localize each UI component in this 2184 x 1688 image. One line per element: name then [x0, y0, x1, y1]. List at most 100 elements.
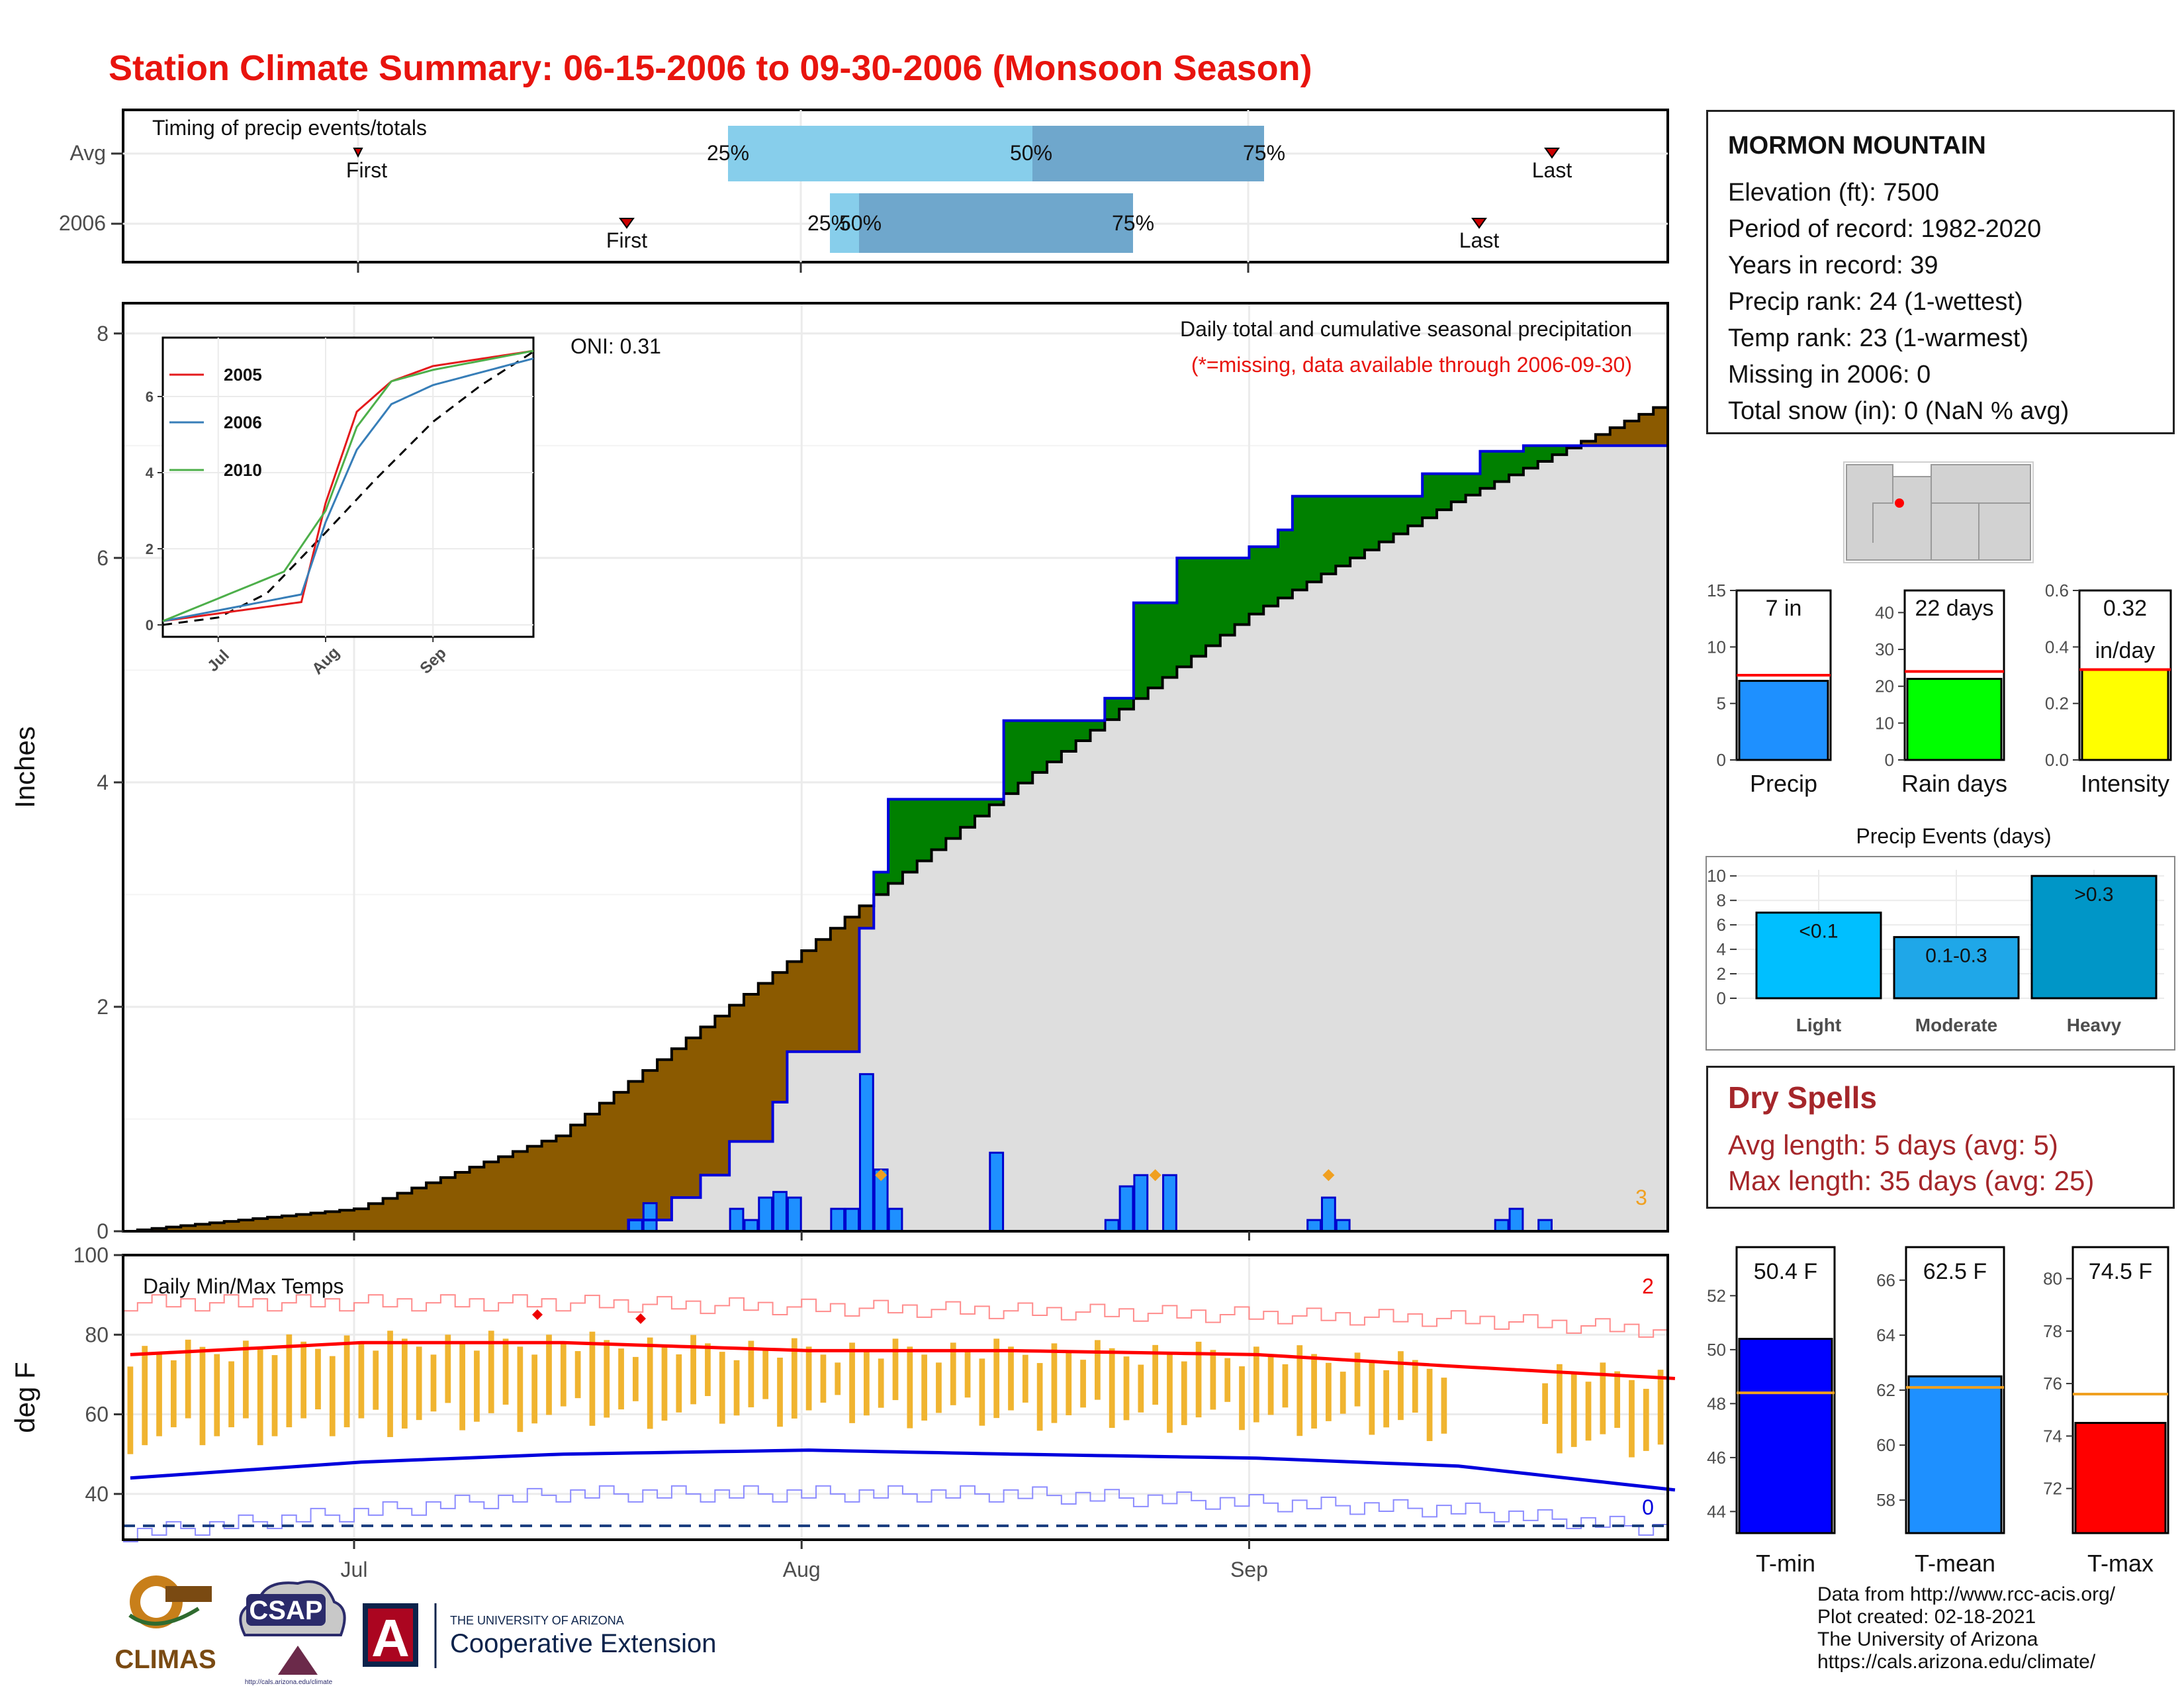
- daily-temp-bar: [777, 1357, 783, 1427]
- inset-ytick-label: 6: [146, 389, 154, 405]
- daily-temp-bar: [142, 1346, 148, 1446]
- inset-line-2010: [162, 350, 534, 622]
- daily-precip-bar: [989, 1151, 1005, 1233]
- daily-temp-bar: [546, 1335, 552, 1415]
- y2006-last-marker: [1471, 218, 1487, 229]
- daily-temp-bar: [1239, 1366, 1245, 1430]
- daily-precip-bar: [743, 1219, 759, 1233]
- daily-temp-bar: [300, 1341, 307, 1419]
- summary-ytick-label: 15: [1707, 581, 1726, 600]
- daily-temp-bar: [1557, 1364, 1563, 1454]
- temp-summary-bars: 44 46 48 50 52 50.4 F T-min 58 60 62 64 66 62.5 F T-m…: [1707, 1246, 2169, 1577]
- csap-text: CSAP: [249, 1596, 322, 1625]
- station-temp-rank: Temp rank: 23 (1-warmest): [1728, 324, 2029, 352]
- daily-precip-bar: [844, 1207, 860, 1233]
- summary-ytick-label: 0: [1717, 750, 1726, 770]
- summary-ytick-label: 0.2: [2045, 694, 2069, 714]
- avg-p25-label: 25%: [707, 141, 749, 165]
- inset-line-2005: [162, 350, 534, 622]
- daily-temp-bar: [1036, 1363, 1043, 1431]
- daily-temp-bar: [647, 1337, 653, 1429]
- temp-summary-ytick-label: 80: [2043, 1269, 2062, 1289]
- temp-summary-ytick-label: 46: [1707, 1448, 1726, 1468]
- missing-data-marker: [1149, 1169, 1161, 1182]
- avg-cumulative-line: [123, 400, 1669, 1233]
- daily-temp-bar: [1210, 1350, 1216, 1410]
- summary-bar-rain-days: 0 10 20 30 40 22 days Rain days: [1875, 589, 2007, 797]
- inset-legend-label: 2010: [224, 460, 262, 480]
- temp-ytick-label: 40: [85, 1482, 109, 1506]
- daily-temp-bar: [1614, 1371, 1621, 1429]
- daily-temp-bar: [1181, 1361, 1187, 1425]
- station-missing: Missing in 2006: 0: [1728, 361, 1931, 389]
- temp-summary-value-bar: [2074, 1422, 2167, 1534]
- daily-temp-bar: [993, 1338, 1000, 1419]
- events-category-label: Light: [1796, 1015, 1841, 1035]
- summary-bar-intensity: 0.0 0.2 0.4 0.6 0.32 in/day Intensity: [2045, 581, 2172, 797]
- daily-temp-bar: [892, 1338, 899, 1401]
- daily-temp-bar: [531, 1354, 538, 1424]
- daily-precip-bar: [786, 1196, 802, 1233]
- daily-temp-bar: [690, 1335, 696, 1405]
- credits: Data from http://www.rcc-acis.org/ Plot …: [1817, 1583, 2115, 1673]
- summary-category-label: Rain days: [1901, 770, 2007, 797]
- daily-temp-bar: [676, 1354, 682, 1413]
- daily-temp-bar: [1383, 1370, 1390, 1428]
- temp-summary-ytick-label: 74: [2043, 1426, 2062, 1446]
- summary-ytick-label: 10: [1707, 637, 1726, 657]
- credit-data-source: Data from http://www.rcc-acis.org/: [1817, 1583, 2116, 1605]
- station-precip-rank: Precip rank: 24 (1-wettest): [1728, 288, 2023, 316]
- y2006-last-label: Last: [1459, 228, 1500, 252]
- station-name: MORMON MOUNTAIN: [1728, 132, 1986, 160]
- below-both-area: [123, 445, 1668, 1232]
- daily-temp-bar: [805, 1346, 812, 1411]
- daily-temp-bar: [936, 1362, 942, 1413]
- daily-temp-bar: [820, 1354, 827, 1403]
- inset-ytick-label: 2: [146, 541, 154, 557]
- daily-temp-bar: [1138, 1364, 1144, 1413]
- y2006-p50-label: 50%: [839, 211, 882, 235]
- temp-summary-ytick-label: 50: [1707, 1340, 1726, 1360]
- daily-temp-bar: [589, 1331, 596, 1426]
- y2006-first-label: First: [606, 228, 647, 252]
- temp-summary-t-mean: 58 60 62 64 66 62.5 F T-mean: [1876, 1246, 2005, 1577]
- temp-summary-ytick-label: 64: [1876, 1325, 1895, 1345]
- daily-temp-bar: [574, 1351, 581, 1399]
- precip-ytick-label: 2: [97, 995, 109, 1019]
- summary-ytick-label: 10: [1875, 713, 1894, 733]
- precip-missing-note: (*=missing, data available through 2006-…: [1191, 353, 1632, 377]
- daily-temp-bar: [1297, 1345, 1303, 1436]
- temp-summary-category-label: T-min: [1756, 1550, 1815, 1577]
- temp-summary-ytick-label: 78: [2043, 1321, 2062, 1341]
- daily-temp-bar: [228, 1361, 234, 1428]
- daily-temp-bar: [1195, 1341, 1202, 1418]
- temp-ytick-label: 100: [73, 1243, 109, 1267]
- daily-temp-bar: [1340, 1372, 1346, 1414]
- 2006-above-avg-area: [123, 445, 1668, 1232]
- summary-ytick-label: 40: [1875, 602, 1894, 622]
- daily-temp-bar: [1412, 1360, 1418, 1413]
- summary-value-label: 7 in: [1766, 596, 1802, 621]
- summary-value-bar: [2081, 668, 2169, 761]
- daily-precip-bar: [1118, 1185, 1134, 1233]
- daily-temp-bar: [1253, 1346, 1259, 1423]
- daily-precip-bar: [729, 1207, 745, 1233]
- daily-temp-bar: [1080, 1360, 1086, 1408]
- daily-temp-bar: [156, 1353, 162, 1436]
- y2006-first-marker: [619, 218, 635, 229]
- daily-temp-bar: [1282, 1364, 1289, 1408]
- daily-precip-bar: [1335, 1219, 1351, 1233]
- precip-caption: Daily total and cumulative seasonal prec…: [1180, 317, 1632, 341]
- events-ytick-label: 8: [1717, 890, 1726, 910]
- daily-temp-bar: [733, 1360, 740, 1416]
- station-marker: [1895, 498, 1904, 508]
- y2006-p25-label: 25%: [807, 211, 850, 235]
- timing-panel: Timing of precip events/totals Avg 2006 …: [59, 109, 1669, 273]
- timing-label: Timing of precip events/totals: [152, 116, 427, 140]
- summary-ytick-label: 0.6: [2045, 581, 2069, 600]
- events-ytick-label: 0: [1717, 988, 1726, 1008]
- avg-p75-label: 75%: [1243, 141, 1285, 165]
- temp-label: Daily Min/Max Temps: [143, 1274, 343, 1298]
- daily-temp-bar: [1167, 1353, 1173, 1433]
- temp-summary-ytick-label: 58: [1876, 1490, 1895, 1510]
